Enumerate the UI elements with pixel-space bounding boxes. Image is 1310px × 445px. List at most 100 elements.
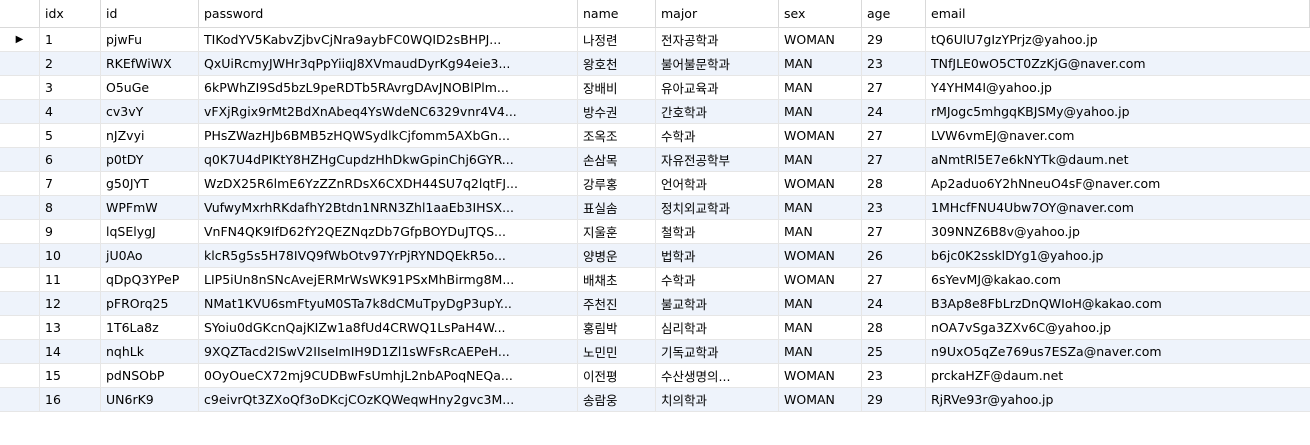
cell-major[interactable]: 수학과: [656, 268, 779, 291]
cell-name[interactable]: 방수권: [578, 100, 656, 123]
cell-email[interactable]: tQ6UlU7gIzYPrjz@yahoo.jp: [931, 32, 1098, 47]
column-header-age[interactable]: age: [862, 0, 926, 27]
cell-id[interactable]: qDpQ3YPeP: [101, 268, 199, 291]
cell-idx[interactable]: 14: [40, 340, 101, 363]
cell-email[interactable]: LVW6vmEJ@naver.com: [931, 128, 1075, 143]
cell-age[interactable]: 23: [862, 52, 926, 75]
cell-name[interactable]: 나정련: [578, 28, 656, 51]
cell-age[interactable]: 23: [862, 196, 926, 219]
cell-sex[interactable]: WOMAN: [779, 28, 862, 51]
table-row[interactable]: 7 g50JYT WzDX25R6lmE6YzZZnRDsX6CXDH44SU7q2…: [0, 172, 1310, 196]
cell-name[interactable]: 노민민: [578, 340, 656, 363]
row-selector[interactable]: [0, 268, 40, 291]
cell-id[interactable]: pFROrq25: [101, 292, 199, 315]
cell-idx[interactable]: 9: [40, 220, 101, 243]
cell-id[interactable]: 1T6La8z: [101, 316, 199, 339]
table-row[interactable]: 10 jU0Ao klcR5g5s5H78IVQ9fWbOtv97YrPjRYNDQ…: [0, 244, 1310, 268]
table-row[interactable]: 6 p0tDY q0K7U4dPIKtY8HZHgCupdzHhDkwGpinChj…: [0, 148, 1310, 172]
cell-idx[interactable]: 11: [40, 268, 101, 291]
cell-sex[interactable]: MAN: [779, 340, 862, 363]
row-selector[interactable]: [0, 388, 40, 411]
cell-name[interactable]: 장배비: [578, 76, 656, 99]
table-row[interactable]: 3 O5uGe 6kPWhZI9Sd5bzL9peRDTb5RAvrgDAvJNOB…: [0, 76, 1310, 100]
cell-major[interactable]: 기독교학과: [656, 340, 779, 363]
row-selector[interactable]: [0, 172, 40, 195]
cell-id[interactable]: g50JYT: [101, 172, 199, 195]
cell-idx[interactable]: 13: [40, 316, 101, 339]
cell-name[interactable]: 송람웅: [578, 388, 656, 411]
cell-email[interactable]: 309NNZ6B8v@yahoo.jp: [931, 224, 1080, 239]
cell-major[interactable]: 자유전공학부: [656, 148, 779, 171]
cell-sex[interactable]: MAN: [779, 196, 862, 219]
table-row[interactable]: 2 RKEfWiWX QxUiRcmyJWHr3qPpYiiqJ8XVmaudDyr…: [0, 52, 1310, 76]
cell-id[interactable]: nJZvyi: [101, 124, 199, 147]
cell-major[interactable]: 전자공학과: [656, 28, 779, 51]
cell-age[interactable]: 27: [862, 268, 926, 291]
cell-password[interactable]: SYoiu0dGKcnQajKIZw1a8fUd4CRWQ1LsPaH4W...: [199, 316, 578, 339]
cell-major[interactable]: 수산생명의...: [656, 364, 779, 387]
cell-id[interactable]: O5uGe: [101, 76, 199, 99]
cell-sex[interactable]: MAN: [779, 316, 862, 339]
cell-name[interactable]: 이전평: [578, 364, 656, 387]
cell-password[interactable]: 0OyOueCX72mj9CUDBwFsUmhjL2nbAPoqNEQa...: [199, 364, 578, 387]
row-selector[interactable]: [0, 76, 40, 99]
cell-major[interactable]: 불어불문학과: [656, 52, 779, 75]
cell-name[interactable]: 홍림박: [578, 316, 656, 339]
table-row[interactable]: 14 nqhLk 9XQZTacd2ISwV2IIseImIH9D1Zl1sWFsR…: [0, 340, 1310, 364]
cell-idx[interactable]: 8: [40, 196, 101, 219]
row-selector[interactable]: [0, 364, 40, 387]
cell-id[interactable]: RKEfWiWX: [101, 52, 199, 75]
cell-name[interactable]: 조옥조: [578, 124, 656, 147]
cell-major[interactable]: 법학과: [656, 244, 779, 267]
cell-idx[interactable]: 12: [40, 292, 101, 315]
cell-idx[interactable]: 6: [40, 148, 101, 171]
cell-sex[interactable]: WOMAN: [779, 124, 862, 147]
cell-major[interactable]: 언어학과: [656, 172, 779, 195]
cell-name[interactable]: 손삼목: [578, 148, 656, 171]
cell-password[interactable]: TIKodYV5KabvZjbvCjNra9aybFC0WQID2sBHPJ..…: [199, 28, 578, 51]
table-row[interactable]: 12 pFROrq25 NMat1KVU6smFtyuM0STa7k8dCMuTpy…: [0, 292, 1310, 316]
cell-age[interactable]: 27: [862, 124, 926, 147]
cell-major[interactable]: 심리학과: [656, 316, 779, 339]
cell-idx[interactable]: 5: [40, 124, 101, 147]
cell-password[interactable]: c9eivrQt3ZXoQf3oDKcjCOzKQWeqwHny2gvc3M..…: [199, 388, 578, 411]
cell-age[interactable]: 24: [862, 100, 926, 123]
cell-password[interactable]: 6kPWhZI9Sd5bzL9peRDTb5RAvrgDAvJNOBlPlm..…: [199, 76, 578, 99]
cell-age[interactable]: 27: [862, 148, 926, 171]
cell-email[interactable]: aNmtRl5E7e6kNYTk@daum.net: [931, 152, 1129, 167]
cell-name[interactable]: 강루홍: [578, 172, 656, 195]
table-row[interactable]: 8 WPFmW VufwyMxrhRKdafhY2Btdn1NRN3Zhl1aaEb…: [0, 196, 1310, 220]
cell-idx[interactable]: 15: [40, 364, 101, 387]
cell-password[interactable]: VufwyMxrhRKdafhY2Btdn1NRN3Zhl1aaEb3IHSX.…: [199, 196, 578, 219]
column-header-idx[interactable]: idx: [40, 0, 101, 27]
cell-sex[interactable]: MAN: [779, 100, 862, 123]
cell-id[interactable]: lqSElygJ: [101, 220, 199, 243]
table-row[interactable]: 13 1T6La8z SYoiu0dGKcnQajKIZw1a8fUd4CRWQ1L…: [0, 316, 1310, 340]
cell-id[interactable]: nqhLk: [101, 340, 199, 363]
column-header-email[interactable]: email: [926, 0, 1310, 27]
cell-sex[interactable]: MAN: [779, 292, 862, 315]
row-selector[interactable]: [0, 196, 40, 219]
cell-id[interactable]: jU0Ao: [101, 244, 199, 267]
cell-name[interactable]: 양병운: [578, 244, 656, 267]
cell-major[interactable]: 수학과: [656, 124, 779, 147]
cell-password[interactable]: NMat1KVU6smFtyuM0STa7k8dCMuTpyDgP3upY...: [199, 292, 578, 315]
cell-sex[interactable]: WOMAN: [779, 388, 862, 411]
cell-password[interactable]: LIP5iUn8nSNcAvejERMrWsWK91PSxMhBirmg8M..…: [199, 268, 578, 291]
cell-age[interactable]: 27: [862, 76, 926, 99]
cell-sex[interactable]: WOMAN: [779, 244, 862, 267]
cell-password[interactable]: q0K7U4dPIKtY8HZHgCupdzHhDkwGpinChj6GYR..…: [199, 148, 578, 171]
cell-name[interactable]: 왕호천: [578, 52, 656, 75]
cell-email[interactable]: Y4YHM4I@yahoo.jp: [931, 80, 1052, 95]
cell-password[interactable]: 9XQZTacd2ISwV2IIseImIH9D1Zl1sWFsRcAEPeH.…: [199, 340, 578, 363]
cell-idx[interactable]: 2: [40, 52, 101, 75]
cell-age[interactable]: 27: [862, 220, 926, 243]
cell-age[interactable]: 28: [862, 316, 926, 339]
cell-email[interactable]: Ap2aduo6Y2hNneuO4sF@naver.com: [931, 176, 1161, 191]
cell-idx[interactable]: 3: [40, 76, 101, 99]
cell-id[interactable]: pdNSObP: [101, 364, 199, 387]
cell-sex[interactable]: MAN: [779, 220, 862, 243]
row-selector[interactable]: [0, 220, 40, 243]
cell-age[interactable]: 24: [862, 292, 926, 315]
cell-age[interactable]: 29: [862, 28, 926, 51]
